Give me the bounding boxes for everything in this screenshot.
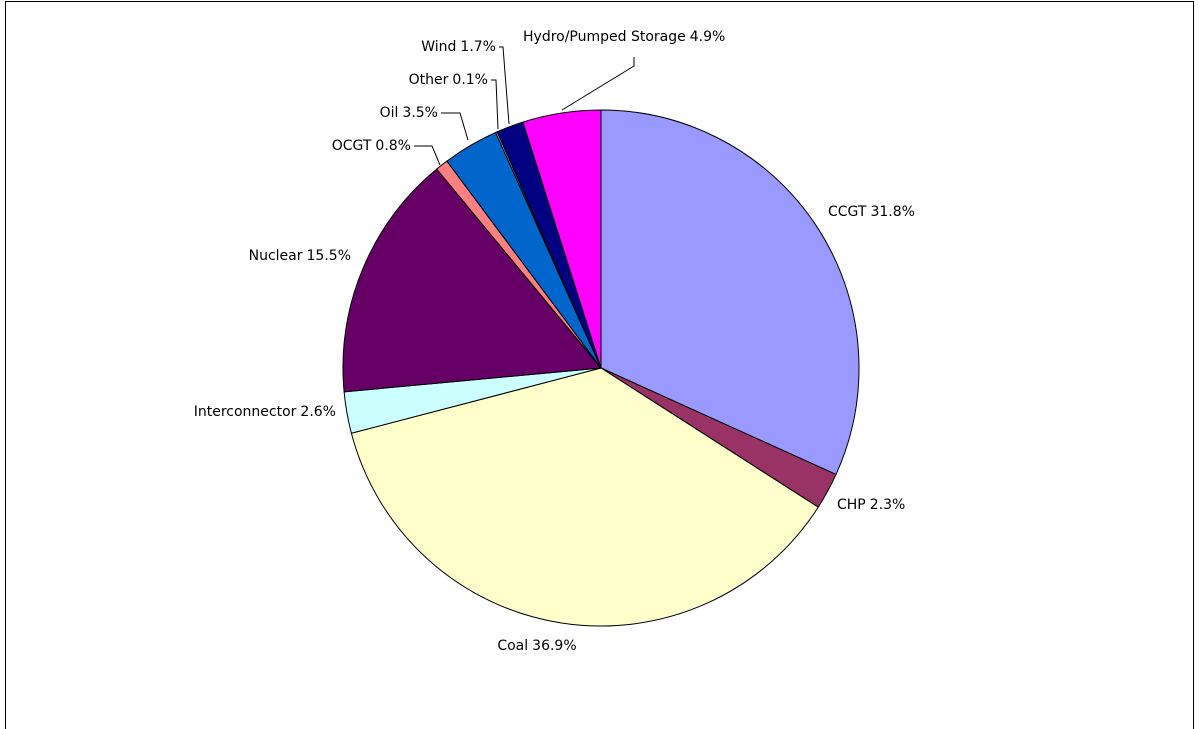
pie-slice	[600, 109, 860, 476]
data-label: Interconnector 2.6%	[194, 404, 336, 420]
pie-slice	[522, 109, 602, 369]
data-label: Coal 36.9%	[497, 638, 576, 654]
leader-line	[561, 57, 635, 111]
category-name: CCGT	[828, 204, 867, 220]
data-label: OCGT 0.8%	[332, 138, 411, 154]
data-label: Other 0.1%	[409, 72, 488, 88]
value-label: 2.3%	[870, 497, 906, 513]
category-name: Oil	[380, 105, 399, 121]
leader-line	[499, 46, 510, 125]
category-name: Coal	[497, 638, 528, 654]
value-label: 31.8%	[870, 204, 914, 220]
data-label: Nuclear 15.5%	[249, 248, 351, 264]
data-label: Hydro/Pumped Storage 4.9%	[523, 29, 725, 45]
category-name: OCGT	[332, 138, 372, 154]
leader-line	[441, 112, 469, 141]
value-label: 2.6%	[300, 404, 336, 420]
value-label: 4.9%	[690, 29, 726, 45]
category-name: CHP	[837, 497, 866, 513]
pie-slice	[342, 168, 602, 393]
category-name: Nuclear	[249, 248, 303, 264]
category-name: Interconnector	[194, 404, 297, 420]
category-name: Hydro/Pumped Storage	[523, 29, 686, 45]
category-name: Wind	[421, 39, 456, 55]
value-label: 3.5%	[402, 105, 438, 121]
value-label: 36.9%	[532, 638, 576, 654]
leader-line	[414, 145, 441, 166]
pie-slice	[350, 367, 819, 627]
chart-frame	[5, 1, 1194, 729]
leader-line	[491, 79, 499, 130]
value-label: 0.8%	[375, 138, 411, 154]
value-label: 1.7%	[460, 39, 496, 55]
value-label: 0.1%	[452, 72, 488, 88]
value-label: 15.5%	[307, 248, 351, 264]
category-name: Other	[409, 72, 449, 88]
data-label: CCGT 31.8%	[828, 204, 915, 220]
data-label: CHP 2.3%	[837, 497, 905, 513]
data-label: Oil 3.5%	[380, 105, 438, 121]
data-label: Wind 1.7%	[421, 39, 496, 55]
